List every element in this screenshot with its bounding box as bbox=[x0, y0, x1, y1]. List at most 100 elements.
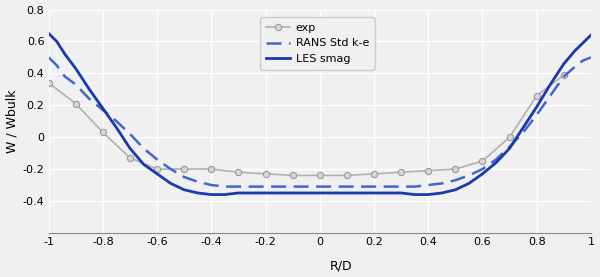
LES smag bbox=[466, 182, 473, 185]
RANS Std k-e bbox=[343, 185, 350, 188]
LES smag bbox=[45, 32, 52, 35]
LES smag bbox=[289, 191, 296, 195]
exp bbox=[533, 94, 541, 97]
RANS Std k-e bbox=[438, 182, 445, 185]
RANS Std k-e bbox=[235, 185, 242, 188]
LES smag bbox=[506, 147, 513, 150]
RANS Std k-e bbox=[571, 65, 578, 69]
LES smag bbox=[167, 182, 174, 185]
Line: exp: exp bbox=[46, 72, 567, 179]
exp bbox=[208, 167, 215, 171]
RANS Std k-e bbox=[262, 185, 269, 188]
RANS Std k-e bbox=[533, 113, 541, 117]
LES smag bbox=[221, 193, 229, 196]
RANS Std k-e bbox=[72, 83, 79, 86]
exp bbox=[45, 81, 52, 84]
RANS Std k-e bbox=[587, 56, 595, 59]
LES smag bbox=[533, 105, 541, 109]
LES smag bbox=[113, 126, 120, 129]
RANS Std k-e bbox=[154, 158, 161, 161]
exp bbox=[479, 160, 486, 163]
LES smag bbox=[330, 191, 337, 195]
LES smag bbox=[520, 126, 527, 129]
RANS Std k-e bbox=[425, 183, 432, 187]
RANS Std k-e bbox=[506, 145, 513, 148]
LES smag bbox=[208, 193, 215, 196]
exp bbox=[127, 156, 134, 160]
LES smag bbox=[86, 88, 93, 91]
LES smag bbox=[438, 191, 445, 195]
LES smag bbox=[181, 188, 188, 191]
LES smag bbox=[398, 191, 405, 195]
exp bbox=[506, 135, 513, 139]
RANS Std k-e bbox=[167, 167, 174, 171]
LES smag bbox=[425, 193, 432, 196]
exp bbox=[262, 172, 269, 176]
LES smag bbox=[275, 191, 283, 195]
RANS Std k-e bbox=[275, 185, 283, 188]
LES smag bbox=[452, 188, 459, 191]
RANS Std k-e bbox=[208, 183, 215, 187]
Line: LES smag: LES smag bbox=[49, 34, 591, 194]
RANS Std k-e bbox=[357, 185, 364, 188]
exp bbox=[289, 174, 296, 177]
RANS Std k-e bbox=[99, 108, 106, 112]
exp bbox=[343, 174, 350, 177]
LES smag bbox=[560, 62, 568, 65]
LES smag bbox=[343, 191, 350, 195]
RANS Std k-e bbox=[289, 185, 296, 188]
exp bbox=[99, 131, 106, 134]
LES smag bbox=[262, 191, 269, 195]
exp bbox=[72, 102, 79, 105]
RANS Std k-e bbox=[330, 185, 337, 188]
LES smag bbox=[587, 34, 595, 37]
RANS Std k-e bbox=[127, 132, 134, 136]
RANS Std k-e bbox=[61, 75, 68, 78]
RANS Std k-e bbox=[466, 174, 473, 177]
LES smag bbox=[140, 163, 147, 166]
RANS Std k-e bbox=[86, 97, 93, 101]
LES smag bbox=[357, 191, 364, 195]
RANS Std k-e bbox=[45, 56, 52, 59]
RANS Std k-e bbox=[493, 158, 500, 161]
RANS Std k-e bbox=[579, 59, 586, 62]
RANS Std k-e bbox=[113, 120, 120, 123]
LES smag bbox=[235, 191, 242, 195]
LES smag bbox=[72, 67, 79, 70]
Y-axis label: W / Wbulk: W / Wbulk bbox=[5, 89, 19, 153]
LES smag bbox=[571, 49, 578, 53]
RANS Std k-e bbox=[520, 131, 527, 134]
LES smag bbox=[127, 147, 134, 150]
LES smag bbox=[248, 191, 256, 195]
RANS Std k-e bbox=[53, 64, 61, 67]
RANS Std k-e bbox=[302, 185, 310, 188]
LES smag bbox=[479, 172, 486, 176]
LES smag bbox=[547, 83, 554, 86]
X-axis label: R/D: R/D bbox=[330, 260, 353, 273]
RANS Std k-e bbox=[370, 185, 377, 188]
RANS Std k-e bbox=[140, 147, 147, 150]
exp bbox=[560, 73, 568, 77]
exp bbox=[235, 171, 242, 174]
RANS Std k-e bbox=[384, 185, 391, 188]
Legend: exp, RANS Std k-e, LES smag: exp, RANS Std k-e, LES smag bbox=[260, 17, 375, 70]
LES smag bbox=[194, 191, 202, 195]
RANS Std k-e bbox=[316, 185, 323, 188]
RANS Std k-e bbox=[221, 185, 229, 188]
LES smag bbox=[99, 107, 106, 110]
LES smag bbox=[370, 191, 377, 195]
LES smag bbox=[384, 191, 391, 195]
exp bbox=[154, 167, 161, 171]
exp bbox=[181, 167, 188, 171]
RANS Std k-e bbox=[452, 179, 459, 182]
LES smag bbox=[61, 53, 68, 56]
RANS Std k-e bbox=[248, 185, 256, 188]
exp bbox=[370, 172, 377, 176]
LES smag bbox=[154, 172, 161, 176]
RANS Std k-e bbox=[398, 185, 405, 188]
LES smag bbox=[53, 40, 61, 43]
RANS Std k-e bbox=[194, 180, 202, 183]
exp bbox=[425, 169, 432, 172]
LES smag bbox=[316, 191, 323, 195]
RANS Std k-e bbox=[479, 167, 486, 171]
